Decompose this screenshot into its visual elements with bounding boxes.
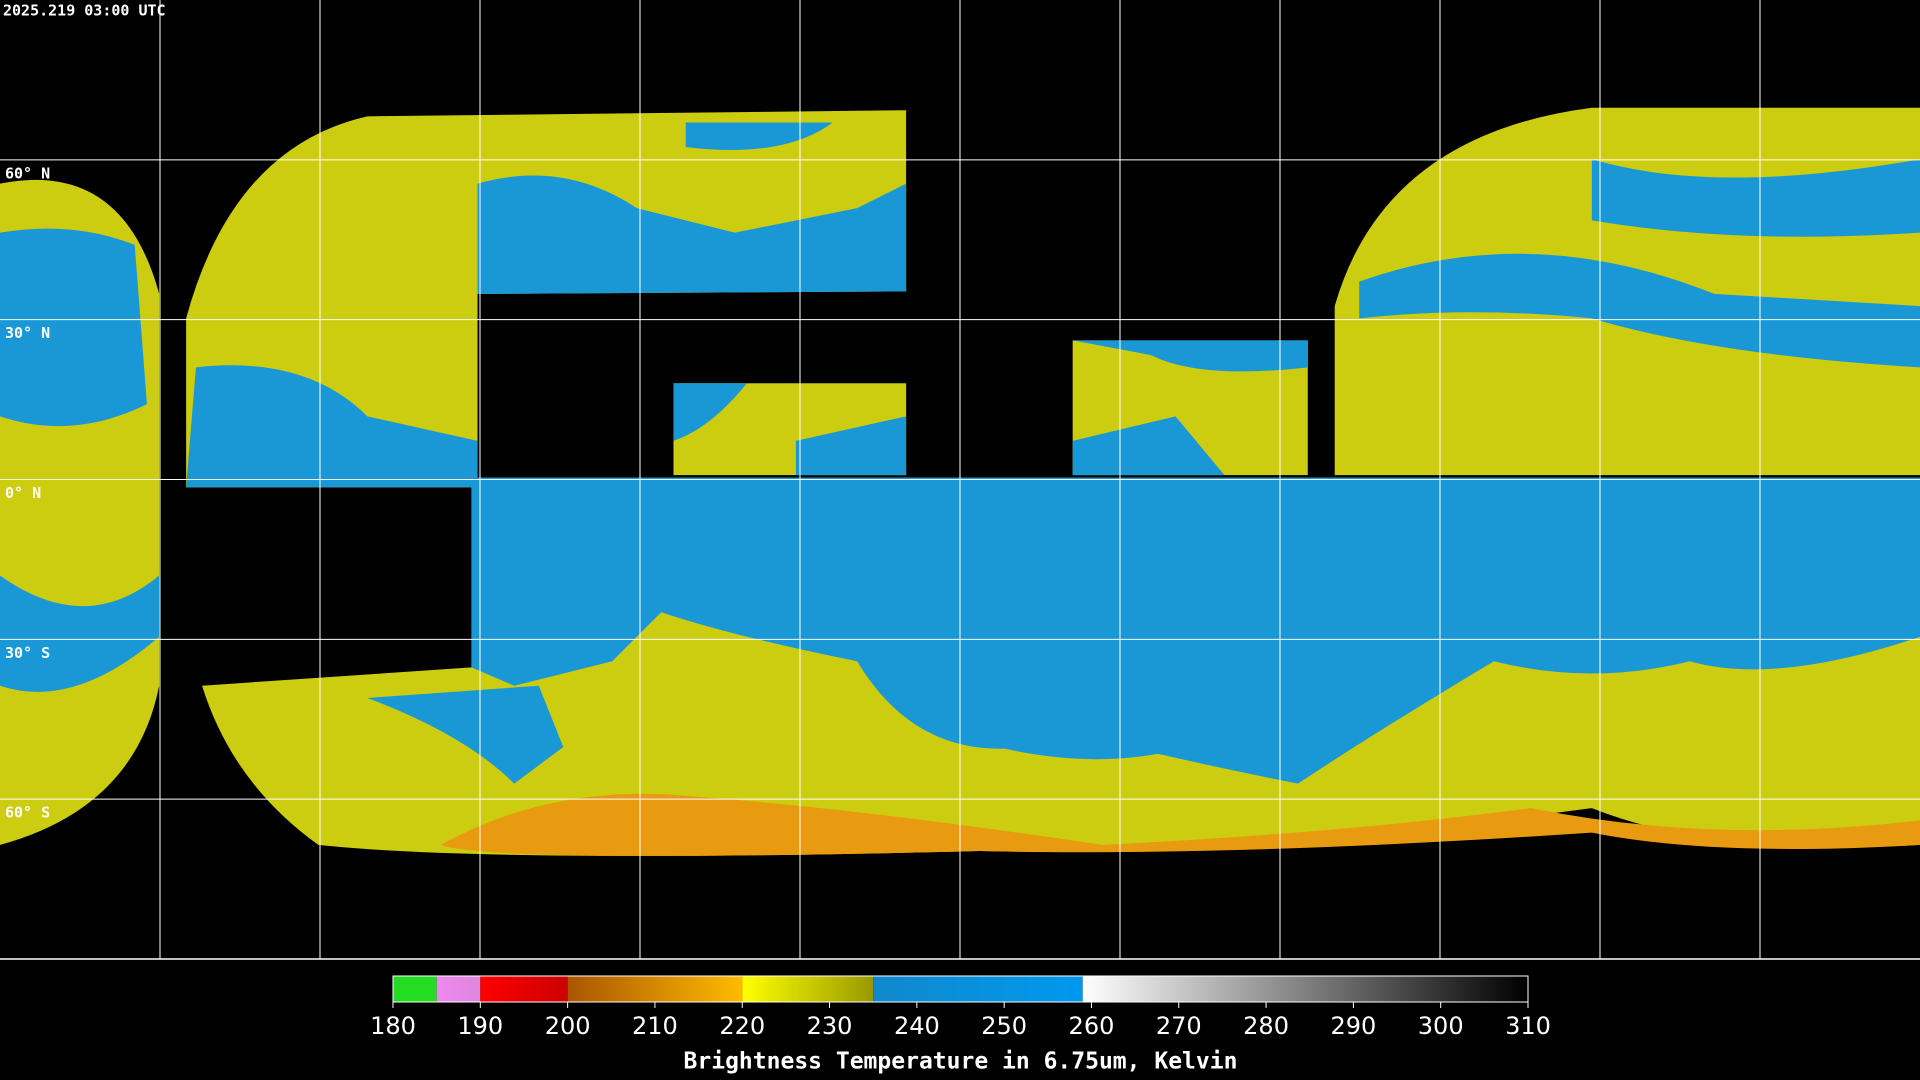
vapor-region: [367, 685, 1347, 784]
tick-label: 290: [1330, 1012, 1376, 1040]
tick-label: 210: [632, 1012, 678, 1040]
cloud-region: [186, 110, 907, 488]
colorbar-segment: [480, 976, 568, 1002]
colorbar-segment: [873, 976, 1083, 1002]
tick-label: 310: [1505, 1012, 1551, 1040]
tick-label: 260: [1069, 1012, 1115, 1040]
imagery: [0, 107, 1920, 856]
colorbar-segment: [742, 976, 874, 1002]
colorbar-segment: [436, 976, 481, 1002]
tick-label: 190: [457, 1012, 503, 1040]
tick-label: 200: [545, 1012, 591, 1040]
latitude-label: 30° S: [5, 644, 50, 662]
tick-label: 220: [719, 1012, 765, 1040]
tick-label: 180: [370, 1012, 416, 1040]
tick-label: 230: [807, 1012, 853, 1040]
colorbar-segment: [393, 976, 437, 1002]
tick-label: 270: [1156, 1012, 1202, 1040]
cold-region: [440, 793, 1920, 856]
vapor-region: [1359, 159, 1920, 368]
colorbar-segment: [567, 976, 743, 1002]
vapor-region: [186, 122, 907, 488]
tick-label: 280: [1243, 1012, 1289, 1040]
vapor-region: [673, 383, 907, 476]
vapor-region: [0, 228, 160, 692]
vapor-region: [1072, 340, 1308, 476]
vapor-region: [471, 477, 1920, 784]
latitude-label: 30° N: [5, 324, 50, 342]
tick-label: 240: [894, 1012, 940, 1040]
timestamp: 2025.219 03:00 UTC: [3, 2, 166, 20]
latitude-label: 60° S: [5, 804, 50, 822]
graticule: 60° N 30° N 0° N 30° S 60° S: [0, 0, 1920, 960]
colorbar-title: Brightness Temperature in 6.75um, Kelvin: [684, 1049, 1238, 1075]
tick-label: 300: [1418, 1012, 1464, 1040]
tick-label: 250: [981, 1012, 1027, 1040]
colorbar-frame: [392, 975, 1529, 1003]
latitude-label: 0° N: [5, 484, 41, 502]
latitude-label: 60° N: [5, 164, 50, 182]
colorbar: 180 190 200 210 220 230 240 250 260 270 280 290 300 3…: [370, 975, 1551, 1075]
colorbar-segment: [1082, 976, 1528, 1002]
